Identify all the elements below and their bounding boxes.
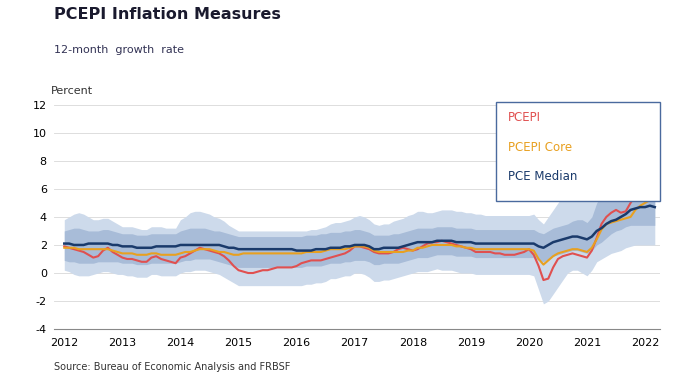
Text: PCEPI Inflation Measures: PCEPI Inflation Measures <box>54 7 282 22</box>
Text: 12-month  growth  rate: 12-month growth rate <box>54 45 184 55</box>
Text: PCE Median: PCE Median <box>509 170 578 183</box>
Text: Percent: Percent <box>52 86 93 96</box>
Text: PCEPI: PCEPI <box>509 111 541 125</box>
Text: Source: Bureau of Economic Analysis and FRBSF: Source: Bureau of Economic Analysis and … <box>54 362 291 372</box>
Text: PCE Median: PCE Median <box>524 168 595 181</box>
Text: PCEPI Core: PCEPI Core <box>524 138 595 151</box>
Text: PCEPI: PCEPI <box>524 109 559 122</box>
Bar <box>496 102 660 201</box>
Text: PCEPI Core: PCEPI Core <box>509 141 573 154</box>
